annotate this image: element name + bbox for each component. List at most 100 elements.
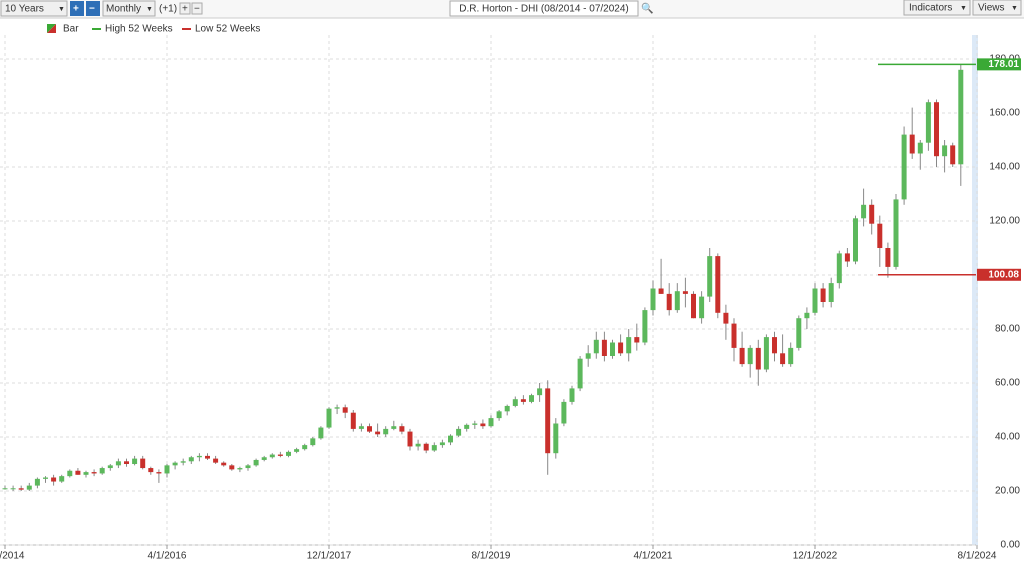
candle-body <box>18 488 24 490</box>
candle-body <box>156 472 162 474</box>
candle-body <box>383 428 389 435</box>
candle-body <box>367 426 372 432</box>
legend-label: High 52 Weeks <box>105 24 173 35</box>
indicators: Indicators <box>909 3 952 14</box>
candle-body <box>618 342 624 354</box>
candle-body <box>140 458 146 469</box>
indicators-button[interactable] <box>903 0 971 16</box>
candle-body <box>124 461 129 464</box>
candle-body <box>415 443 421 447</box>
candle-body <box>747 347 753 365</box>
candle-body <box>553 423 559 454</box>
y-tick-label: 120.00 <box>989 216 1020 227</box>
candle-body <box>375 431 381 435</box>
candle-body <box>699 296 705 319</box>
candle-body <box>221 462 227 466</box>
chart-title: D.R. Horton - DHI (08/2014 - 07/2024) <box>459 4 629 15</box>
candle-body <box>869 204 875 224</box>
candle-body <box>480 423 486 427</box>
candle-body <box>885 248 891 267</box>
y-tick-label: 20.00 <box>995 486 1020 497</box>
candle-body <box>488 418 494 427</box>
period: 10 Years <box>5 4 44 15</box>
candle-body <box>59 476 65 482</box>
views-button[interactable] <box>972 0 1022 16</box>
y-tick-label: 60.00 <box>995 378 1020 389</box>
candle-body <box>731 323 737 348</box>
offset-minus[interactable] <box>191 2 203 15</box>
candle-body <box>796 318 802 348</box>
candle-body <box>302 445 308 450</box>
level-label: 178.01 <box>988 59 1019 70</box>
search-icon[interactable]: 🔍 <box>641 2 653 15</box>
candle-body <box>75 470 81 475</box>
level-label-box <box>977 58 1021 71</box>
candle-body <box>828 283 834 302</box>
candle-body <box>448 435 453 443</box>
candle-body <box>707 256 713 297</box>
candle-body <box>2 488 8 490</box>
candle-body <box>294 449 300 452</box>
candle-body <box>934 102 939 157</box>
views: Views <box>978 3 1005 14</box>
candle-body <box>861 204 867 219</box>
candle-body <box>99 468 105 474</box>
candle-body <box>180 461 186 463</box>
candle-body <box>626 337 632 354</box>
level-label: 100.08 <box>988 269 1019 280</box>
candle-body <box>836 253 842 284</box>
candle-body <box>739 347 745 365</box>
candle-body <box>804 312 810 319</box>
candle-body <box>237 468 243 470</box>
candle-body <box>213 458 219 463</box>
candle-body <box>277 454 283 456</box>
y-tick-label: 160.00 <box>989 108 1020 119</box>
candle-body <box>245 465 251 469</box>
candle-body <box>877 223 883 248</box>
plus-icon: + <box>73 4 79 15</box>
candle-body <box>666 293 672 311</box>
candle-body <box>577 358 583 389</box>
candle-body <box>464 424 470 429</box>
offset-plus[interactable] <box>179 2 191 15</box>
candle-body <box>496 411 502 419</box>
candle-body <box>925 102 931 143</box>
period-select[interactable] <box>0 0 68 17</box>
candle-body <box>431 445 437 451</box>
candle-body <box>820 288 826 302</box>
candle-body <box>391 426 397 429</box>
zoom-out[interactable] <box>86 1 100 16</box>
x-tick-label: 12/1/2017 <box>307 551 352 562</box>
x-tick-label: 8/1/2024 <box>958 551 997 562</box>
x-tick-label: 12/1/2022 <box>793 551 838 562</box>
candle-body <box>318 427 324 439</box>
symbol-box[interactable] <box>449 0 639 17</box>
candle-body <box>83 472 89 475</box>
candle-body <box>772 337 777 354</box>
candle-body <box>456 428 462 436</box>
candle-body <box>601 339 607 356</box>
candle-body <box>107 465 113 469</box>
candle-body <box>326 408 332 428</box>
candle-body <box>115 461 121 466</box>
candle-body <box>512 399 518 406</box>
candle-body <box>917 142 923 154</box>
zoom-in[interactable] <box>70 1 84 16</box>
candle-body <box>593 339 599 354</box>
candle-body <box>788 347 794 365</box>
candle-body <box>569 388 575 402</box>
candle-body <box>261 457 267 460</box>
dropdown-arrow: ▼ <box>146 6 153 13</box>
candle-body <box>439 442 445 446</box>
candle-body <box>901 134 907 200</box>
candle-body <box>358 426 364 429</box>
candle-body <box>229 465 235 470</box>
candle-body <box>423 443 429 451</box>
candle-body <box>529 395 534 402</box>
candle-body <box>780 353 786 365</box>
candle-body <box>34 478 40 486</box>
candle-body <box>537 388 543 396</box>
candle-body <box>715 256 721 313</box>
interval-select[interactable] <box>102 0 156 17</box>
